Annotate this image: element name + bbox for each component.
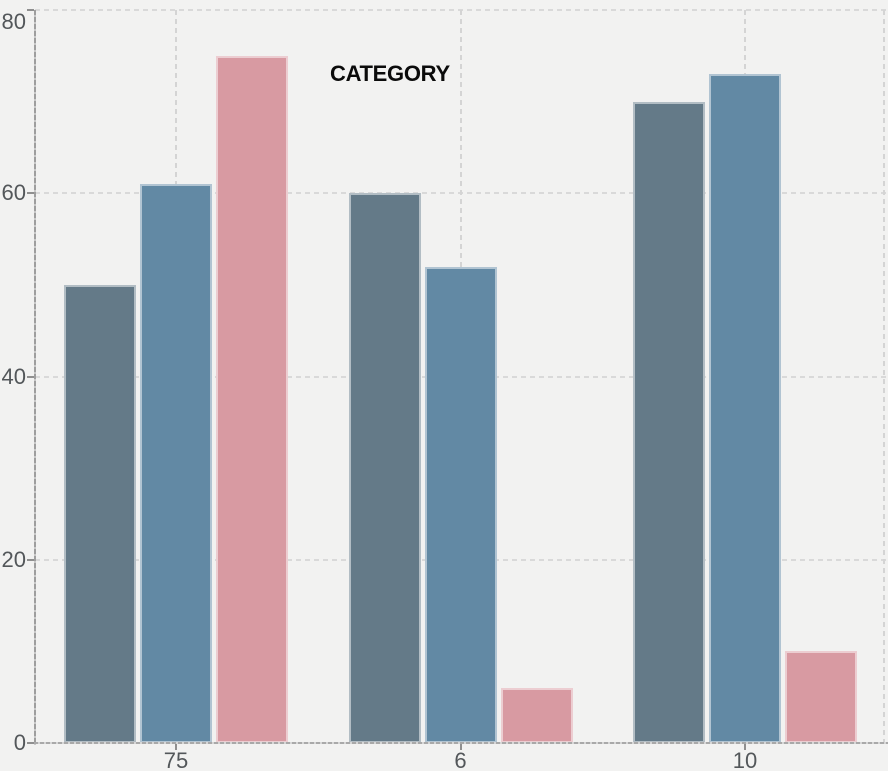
x-tick-10	[744, 744, 746, 750]
bar-6-steel-blue	[424, 266, 497, 743]
bar-6-slate	[348, 193, 421, 743]
y-tick-label-40: 40	[1, 363, 26, 389]
bar-75-steel-blue	[140, 184, 212, 743]
chart-title: CATEGORY	[330, 61, 450, 86]
bar-10-slate	[633, 101, 705, 743]
bar-10-steel-blue	[709, 74, 781, 743]
bar-10-pink	[785, 651, 857, 743]
y-axis-line	[34, 10, 36, 745]
x-tick-6	[459, 744, 462, 750]
bar-6-pink	[500, 688, 573, 743]
y-tick-60	[27, 192, 34, 195]
x-tick-label-6: 6	[454, 748, 467, 771]
y-tick-0	[27, 742, 34, 744]
v-gridline-right	[883, 10, 885, 743]
bar-75-pink	[216, 55, 288, 743]
x-tick-75	[175, 744, 177, 750]
x-tick-label-75: 75	[163, 748, 189, 771]
y-tick-label-80: 80	[1, 9, 26, 34]
h-gridline-80	[35, 9, 888, 11]
y-tick-20	[27, 558, 34, 561]
y-tick-label-0: 0	[13, 730, 26, 755]
x-axis-line	[34, 742, 888, 744]
y-tick-label-20: 20	[1, 546, 26, 572]
bar-75-slate	[64, 284, 136, 743]
h-gridline-60	[35, 192, 888, 195]
x-tick-label-10: 10	[732, 748, 758, 771]
y-tick-80	[27, 9, 34, 11]
y-tick-label-60: 60	[1, 180, 26, 206]
y-tick-40	[27, 375, 34, 378]
